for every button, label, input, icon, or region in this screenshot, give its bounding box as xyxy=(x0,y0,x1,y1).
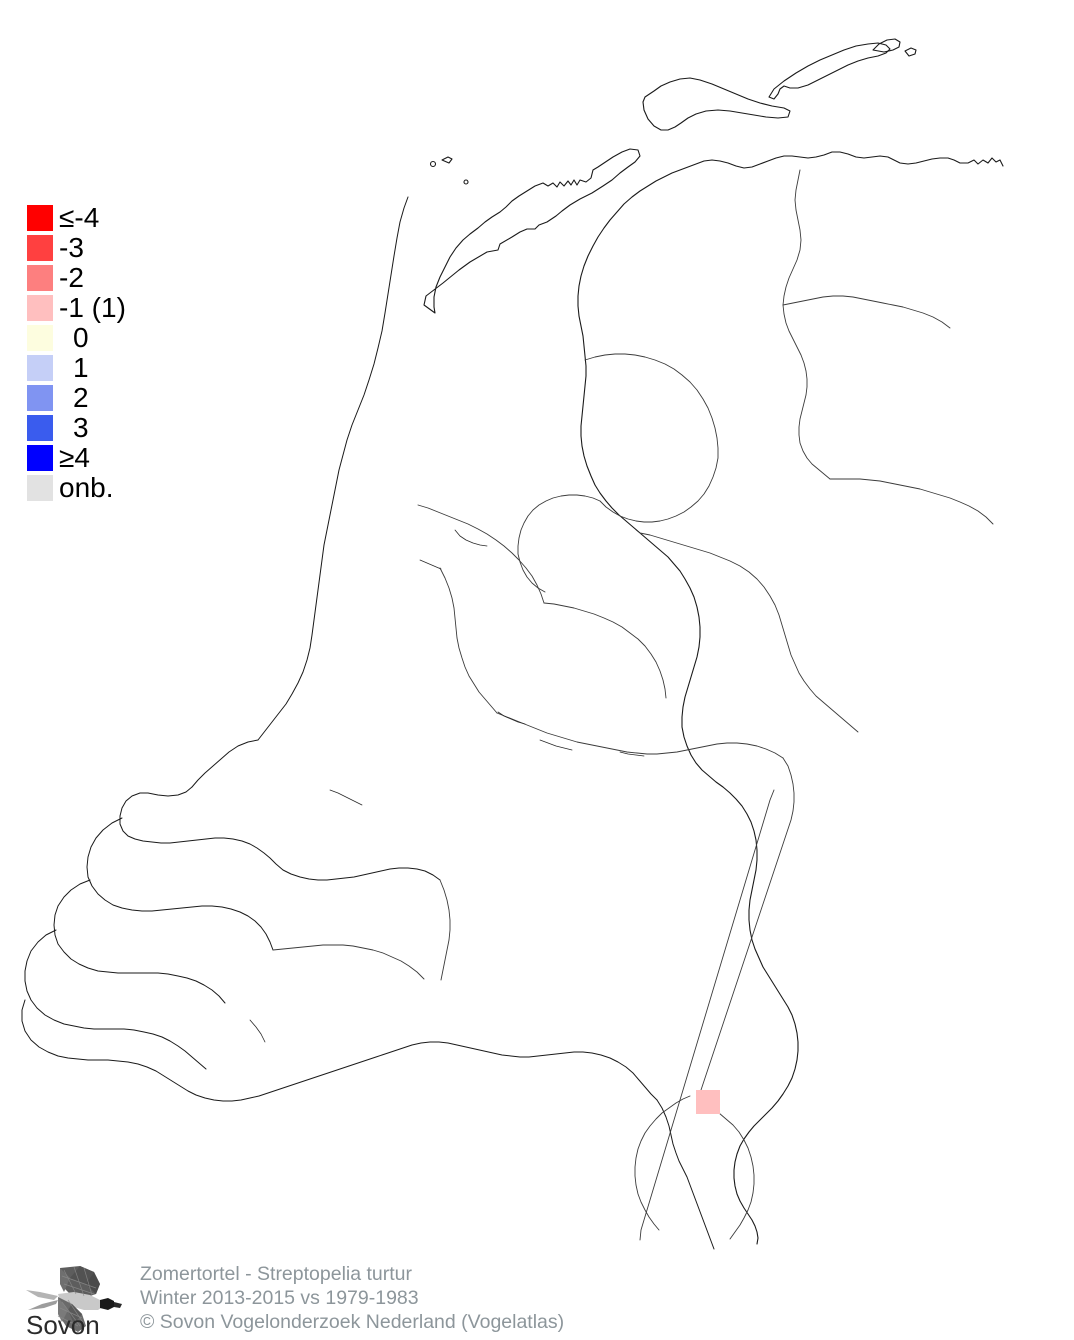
wadden-islands xyxy=(423,38,917,314)
legend-swatch-minus1 xyxy=(27,295,53,321)
legend-swatch-plus4 xyxy=(27,445,53,471)
legend-swatch-plus1 xyxy=(27,355,53,381)
legend-swatch-minus4 xyxy=(27,205,53,231)
legend-item[interactable]: 3 xyxy=(27,413,177,443)
national-coastline xyxy=(21,196,715,1250)
change-class-legend: ≤-4 -3 -2 -1 (1) 0 1 2 3 ≥4 onb. xyxy=(27,203,177,503)
netherlands-distribution-map xyxy=(0,0,1074,1250)
legend-label-minus2: -2 xyxy=(59,262,84,293)
legend-swatch-minus3 xyxy=(27,235,53,261)
legend-item[interactable]: -1 (1) xyxy=(27,293,177,323)
map-svg xyxy=(0,0,1074,1250)
period-comparison: Winter 2013-2015 vs 1979-1983 xyxy=(140,1287,419,1309)
legend-item[interactable]: ≥4 xyxy=(27,443,177,473)
legend-item[interactable]: onb. xyxy=(27,473,177,503)
legend-label-plus3: 3 xyxy=(73,412,89,443)
atlas-cell xyxy=(696,1090,720,1114)
atlas-cell-layer xyxy=(696,1090,720,1114)
legend-label-plus1: 1 xyxy=(73,352,89,383)
legend-item[interactable]: -2 xyxy=(27,263,177,293)
legend-item[interactable]: 2 xyxy=(27,383,177,413)
legend-item[interactable]: -3 xyxy=(27,233,177,263)
sovon-logo: Sovon xyxy=(24,1264,132,1336)
sovon-wordmark: Sovon xyxy=(26,1310,100,1336)
footer-caption: Zomertortel - Streptopelia turtur Winter… xyxy=(140,1262,564,1334)
inland-waters xyxy=(249,529,645,1043)
legend-item[interactable]: 0 xyxy=(27,323,177,353)
legend-label-plus2: 2 xyxy=(73,382,89,413)
legend-label-unknown: onb. xyxy=(59,472,114,503)
legend-swatch-unknown xyxy=(27,475,53,501)
legend-label-minus4: ≤-4 xyxy=(59,202,100,233)
map-background xyxy=(0,0,1074,1250)
legend-label-minus1: -1 (1) xyxy=(59,292,126,323)
legend-label-zero: 0 xyxy=(73,322,89,353)
legend-item[interactable]: 1 xyxy=(27,353,177,383)
legend-swatch-minus2 xyxy=(27,265,53,291)
legend-label-plus4: ≥4 xyxy=(59,442,90,473)
footer: Sovon Zomertortel - Streptopelia turtur … xyxy=(0,1240,1074,1340)
legend-swatch-plus2 xyxy=(27,385,53,411)
mainland-outline xyxy=(577,151,1004,1245)
copyright-line: © Sovon Vogelonderzoek Nederland (Vogela… xyxy=(140,1311,565,1333)
legend-item[interactable]: ≤-4 xyxy=(27,203,177,233)
province-boundaries xyxy=(272,169,994,1241)
legend-label-minus3: -3 xyxy=(59,232,84,263)
swallow-bird-icon: Sovon xyxy=(26,1266,122,1336)
legend-swatch-zero xyxy=(27,325,53,351)
species-name: Zomertortel - Streptopelia turtur xyxy=(140,1263,413,1285)
legend-swatch-plus3 xyxy=(27,415,53,441)
